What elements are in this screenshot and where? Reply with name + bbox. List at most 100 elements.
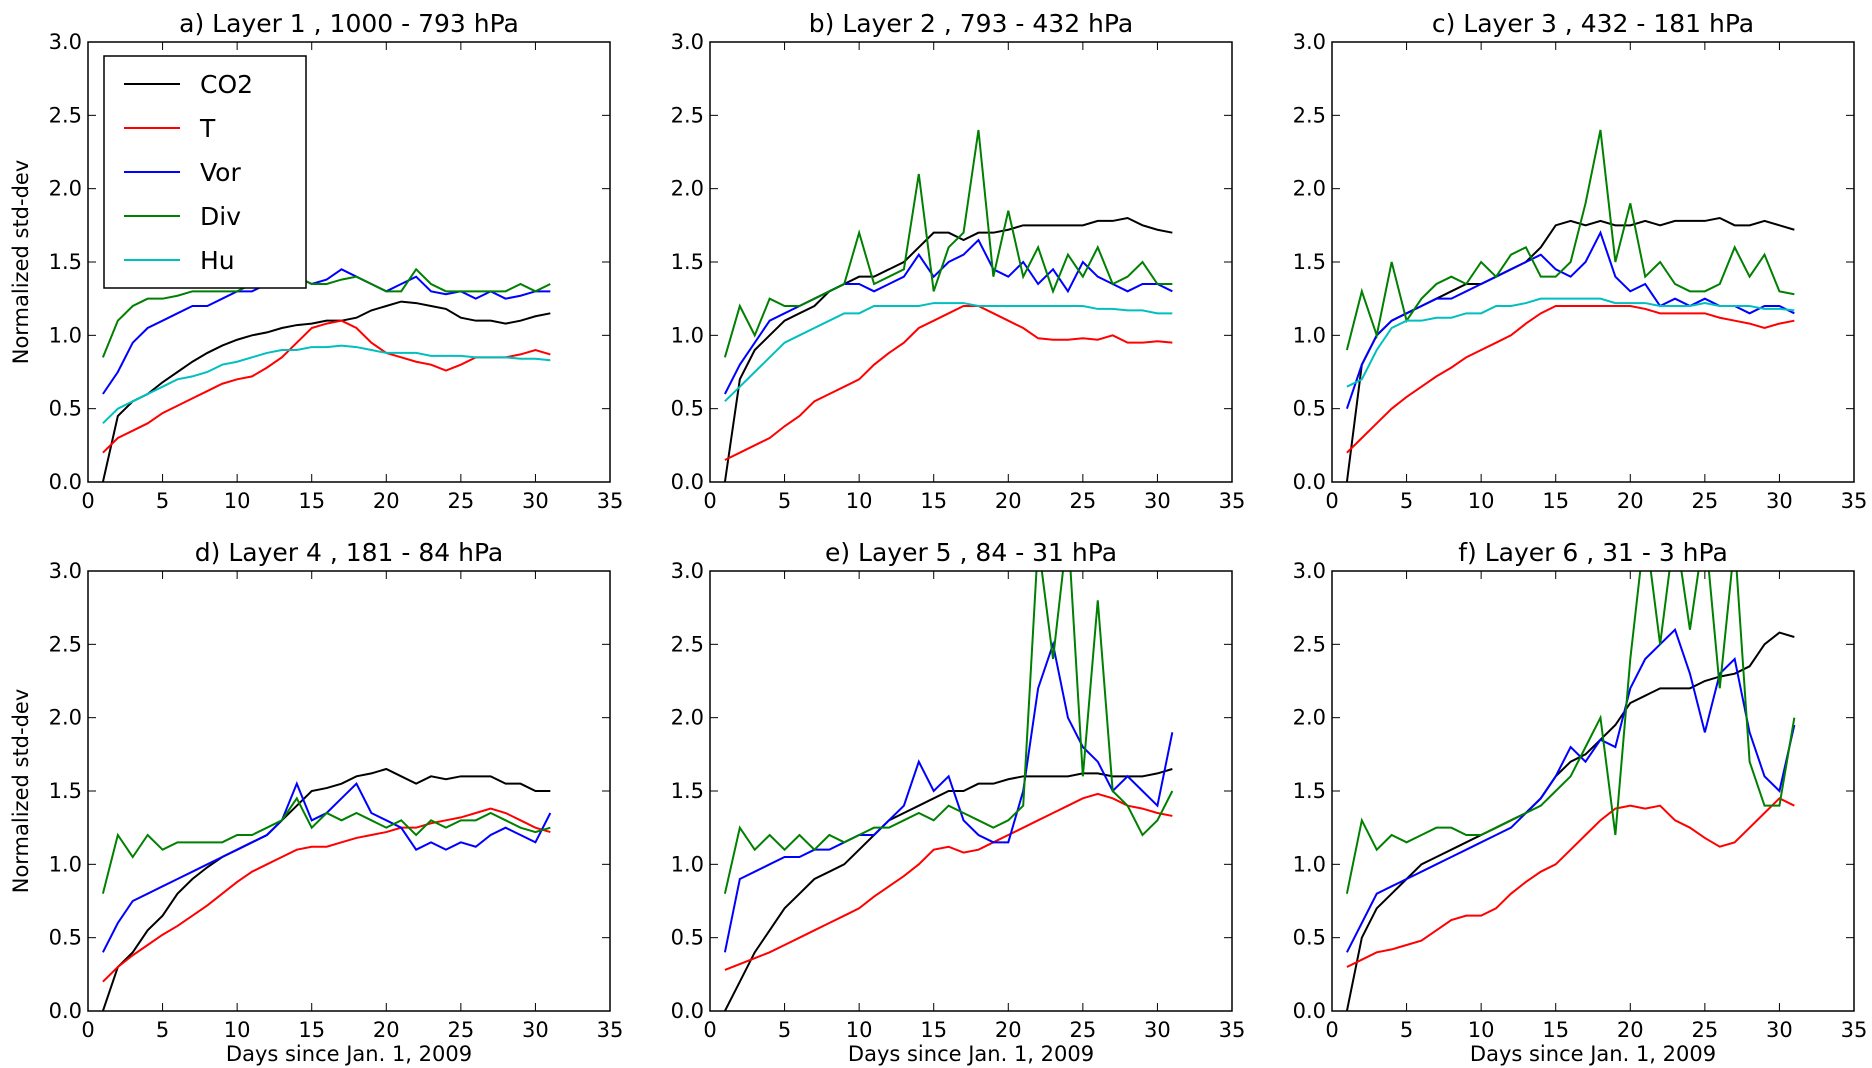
- y-tick-label: 0.5: [1293, 397, 1326, 421]
- series-line: [102, 781, 552, 953]
- x-tick-label: 25: [1069, 489, 1096, 513]
- x-tick-label: 25: [1691, 489, 1718, 513]
- y-tick-label: 1.0: [49, 852, 82, 876]
- y-tick-label: 3.0: [1293, 559, 1326, 583]
- x-tick-label: 5: [156, 1018, 169, 1042]
- y-tick-label: 1.0: [1293, 323, 1326, 347]
- y-tick-label: 0.0: [49, 470, 82, 494]
- plot-frame: [709, 41, 1233, 483]
- x-tick-label: 30: [1144, 1018, 1171, 1042]
- x-tick-label: 20: [1617, 1018, 1644, 1042]
- x-tick-label: 30: [522, 489, 549, 513]
- series-line: [723, 640, 1174, 953]
- x-tick-label: 5: [1400, 1018, 1413, 1042]
- x-tick-label: 30: [522, 1018, 549, 1042]
- x-tick-label: 0: [81, 489, 94, 513]
- x-tick-label: 25: [447, 489, 474, 513]
- y-tick-label: 0.0: [1293, 470, 1326, 494]
- legend-label: T: [199, 114, 216, 143]
- plot-frame: [1331, 41, 1855, 483]
- x-tick-label: 0: [703, 489, 716, 513]
- y-tick-label: 2.0: [49, 706, 82, 730]
- series-line: [1346, 627, 1796, 953]
- x-tick-label: 15: [298, 1018, 325, 1042]
- x-tick-label: 5: [778, 489, 791, 513]
- y-tick-label: 0.0: [671, 999, 704, 1023]
- x-tick-label: 30: [1766, 1018, 1793, 1042]
- y-tick-label: 1.5: [49, 250, 82, 274]
- chart-title: a) Layer 1 , 1000 - 793 hPa: [179, 9, 519, 38]
- x-tick-label: 10: [846, 489, 873, 513]
- series-line: [1345, 631, 1795, 1011]
- x-axis-label: Days since Jan. 1, 2009: [226, 1042, 472, 1066]
- x-tick-label: 25: [1691, 1018, 1718, 1042]
- x-tick-label: 10: [224, 1018, 251, 1042]
- y-tick-label: 2.5: [49, 632, 82, 656]
- x-tick-label: 35: [597, 1018, 624, 1042]
- chart-title: c) Layer 3 , 432 - 181 hPa: [1432, 9, 1754, 38]
- series-line: [723, 571, 1174, 894]
- y-tick-label: 0.5: [671, 926, 704, 950]
- series-line: [1345, 129, 1795, 351]
- series-line: [102, 268, 551, 395]
- y-tick-label: 1.0: [671, 852, 704, 876]
- y-tick-label: 2.5: [1293, 632, 1326, 656]
- series-line: [723, 216, 1173, 482]
- series-line: [1346, 797, 1795, 968]
- x-tick-label: 25: [447, 1018, 474, 1042]
- x-axis-label: Days since Jan. 1, 2009: [1470, 1042, 1716, 1066]
- y-tick-label: 1.5: [49, 779, 82, 803]
- y-tick-label: 3.0: [49, 30, 82, 54]
- x-tick-label: 10: [1468, 1018, 1495, 1042]
- y-tick-label: 2.0: [1293, 706, 1326, 730]
- series-line: [1345, 571, 1796, 894]
- plot-frame: [709, 570, 1233, 1012]
- y-tick-label: 0.0: [1293, 999, 1326, 1023]
- y-tick-label: 2.5: [1293, 103, 1326, 127]
- y-tick-label: 3.0: [1293, 30, 1326, 54]
- y-tick-label: 1.5: [671, 779, 704, 803]
- y-tick-label: 1.5: [1293, 250, 1326, 274]
- series-line: [723, 129, 1173, 358]
- y-tick-label: 1.5: [671, 250, 704, 274]
- panel: 0 5 10 15 20 25 30 35 0.0 0.5 1.0 1.5 2.0 2.5 3.0 e) La…: [671, 538, 1246, 1066]
- series-line: [1346, 305, 1795, 454]
- y-tick-label: 2.0: [671, 177, 704, 201]
- series-line: [101, 767, 551, 1011]
- panel: 0 5 10 15 20 25 30 35 0.0 0.5 1.0 1.5 2.0 2.5 3.0 b) La…: [671, 9, 1246, 513]
- series-line: [102, 344, 551, 425]
- x-tick-label: 10: [846, 1018, 873, 1042]
- x-tick-label: 20: [995, 489, 1022, 513]
- legend-label: Div: [200, 202, 241, 231]
- series-line: [724, 305, 1173, 461]
- y-tick-label: 0.5: [1293, 926, 1326, 950]
- y-axis-label: Normalized std-dev: [9, 160, 33, 365]
- x-tick-label: 0: [703, 1018, 716, 1042]
- x-tick-label: 15: [1542, 489, 1569, 513]
- y-tick-label: 2.0: [1293, 177, 1326, 201]
- y-tick-label: 1.0: [49, 323, 82, 347]
- x-axis-label: Days since Jan. 1, 2009: [848, 1042, 1094, 1066]
- legend-label: CO2: [200, 70, 253, 99]
- y-axis-label: Normalized std-dev: [9, 689, 33, 894]
- x-tick-label: 15: [298, 489, 325, 513]
- x-tick-label: 0: [81, 1018, 94, 1042]
- y-tick-label: 3.0: [671, 30, 704, 54]
- y-tick-label: 1.5: [1293, 779, 1326, 803]
- x-tick-label: 25: [1069, 1018, 1096, 1042]
- panel: 0 5 10 15 20 25 30 35 0.0 0.5 1.0 1.5 2.0 2.5 3.0 a) La…: [9, 9, 623, 513]
- panel: 0 5 10 15 20 25 30 35 0.0 0.5 1.0 1.5 2.0 2.5 3.0 d) La…: [9, 538, 623, 1066]
- y-tick-label: 0.5: [671, 397, 704, 421]
- x-tick-label: 5: [1400, 489, 1413, 513]
- y-tick-label: 1.0: [1293, 852, 1326, 876]
- y-tick-label: 3.0: [49, 559, 82, 583]
- x-tick-label: 20: [995, 1018, 1022, 1042]
- x-tick-label: 35: [1841, 489, 1868, 513]
- x-tick-label: 20: [373, 1018, 400, 1042]
- plot-frame: [1331, 570, 1855, 1012]
- x-tick-label: 35: [1219, 489, 1246, 513]
- x-tick-label: 10: [1468, 489, 1495, 513]
- x-tick-label: 5: [778, 1018, 791, 1042]
- panel: 0 5 10 15 20 25 30 35 0.0 0.5 1.0 1.5 2.0 2.5 3.0 c) La…: [1293, 9, 1868, 513]
